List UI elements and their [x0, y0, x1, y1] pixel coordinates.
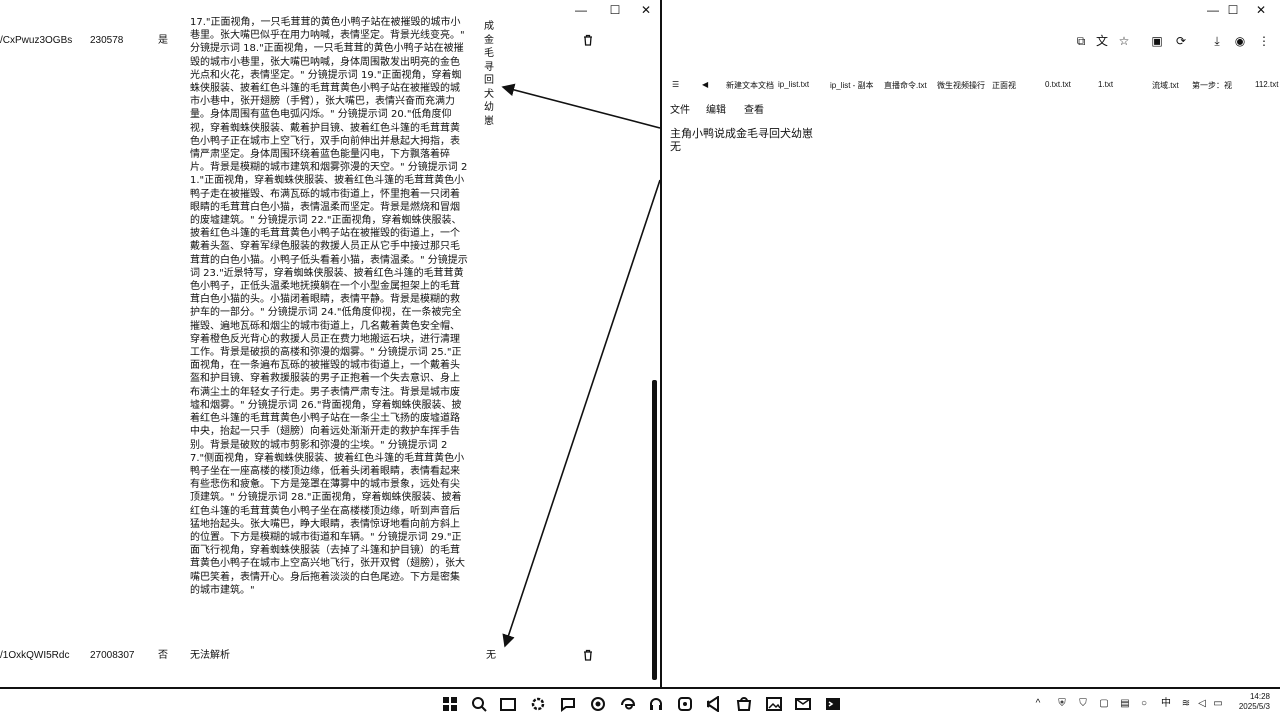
tab-menu-icon[interactable]: ☰	[672, 80, 680, 89]
vertical-char: 犬	[484, 88, 494, 100]
row-1-flag: 是	[158, 35, 168, 46]
ime-zh-icon[interactable]: 中	[1161, 698, 1171, 709]
row-2-content: 无法解析	[190, 650, 230, 661]
edge-icon[interactable]	[620, 696, 636, 712]
more-icon[interactable]: ⋮	[1258, 34, 1270, 48]
minimize-button[interactable]: —	[575, 3, 587, 17]
row-1-vertical-label: 成金毛寻回犬幼崽	[484, 20, 496, 128]
vertical-char: 毛	[484, 48, 494, 59]
volume-icon[interactable]: ◁	[1198, 698, 1206, 709]
windows-icon[interactable]	[442, 696, 458, 712]
annotation-arrows	[501, 83, 661, 648]
row-1-delete-icon[interactable]	[582, 34, 594, 46]
close-button[interactable]: ✕	[1255, 3, 1267, 17]
tab-scroll-left-icon[interactable]: ◀	[702, 80, 709, 89]
translate-icon[interactable]: 文	[1095, 34, 1108, 48]
tab[interactable]: 第一步：视	[1192, 81, 1232, 90]
circle-icon[interactable]: ○	[1140, 698, 1148, 709]
row-2-vertical-label: 无	[486, 650, 496, 661]
vertical-char: 金	[484, 34, 494, 46]
vertical-char: 成	[484, 21, 494, 32]
store-icon[interactable]	[736, 696, 752, 712]
row-2-id[interactable]: /1OxkQWI5Rdc	[0, 650, 70, 661]
vertical-char: 幼	[484, 102, 494, 113]
chat-icon[interactable]	[560, 696, 576, 712]
row-2-number: 27008307	[90, 650, 135, 661]
tab[interactable]: 1.txt	[1098, 80, 1114, 89]
maximize-button[interactable]: ☐	[609, 3, 621, 17]
editor-line: 主角小鸭说成金毛寻回犬幼崽	[670, 128, 813, 140]
tab[interactable]: 112.txt	[1255, 80, 1279, 89]
row-1-number: 230578	[90, 35, 124, 46]
network-app-icon[interactable]: ▢	[1099, 698, 1109, 709]
menu-view[interactable]: 查看	[744, 105, 764, 116]
tab[interactable]: 微生视频操行	[937, 81, 985, 90]
maximize-button[interactable]: ☐	[1227, 3, 1239, 17]
tab[interactable]: 0.txt.txt	[1045, 80, 1071, 89]
minimize-button[interactable]: —	[1207, 3, 1219, 17]
editor-line: 无	[670, 141, 681, 153]
chrome-icon[interactable]	[590, 696, 606, 712]
account-icon[interactable]: ◉	[1234, 34, 1246, 48]
file-explorer-icon[interactable]	[500, 696, 516, 712]
menu-edit[interactable]: 编辑	[706, 105, 726, 116]
menu-file[interactable]: 文件	[670, 105, 690, 116]
system-clock[interactable]: 14:28 2025/5/3	[1239, 692, 1270, 712]
vscode-icon[interactable]	[706, 696, 722, 712]
terminal-icon[interactable]	[825, 696, 841, 712]
taskbar: ^ ⛨ ⛉ ▢ ▤ ○ 中 ≋ ◁ ▭ 14:28 2025/5/3	[0, 687, 1280, 720]
tab[interactable]: 直播命令.txt	[884, 81, 927, 90]
tab[interactable]: 新建文本文档	[726, 81, 774, 90]
screenshot-icon[interactable]: ⧉	[1076, 34, 1086, 48]
tab[interactable]: ip_list.txt	[778, 80, 810, 89]
save-icon[interactable]: ▣	[1151, 34, 1163, 48]
window-divider[interactable]	[660, 0, 662, 687]
tab-strip: ☰ ◀ 新建文本文档 ip_list.txt ip_list - 副本 直播命令…	[662, 76, 1280, 92]
headset-icon[interactable]	[648, 696, 664, 712]
row-1-prompt-text: 17."正面视角，一只毛茸茸的黄色小鸭子站在被摧毁的城市小巷里。张大嘴巴似乎在用…	[190, 17, 468, 596]
row-1-id[interactable]: /CxPwuz3OGBs	[0, 35, 73, 46]
photo-icon[interactable]	[766, 696, 782, 712]
clock-date: 2025/5/3	[1238, 702, 1270, 711]
close-button[interactable]: ✕	[640, 3, 652, 17]
vertical-char: 寻	[484, 61, 494, 73]
battery-icon[interactable]: ▭	[1213, 698, 1223, 709]
refresh-icon[interactable]: ⟳	[1175, 34, 1187, 48]
tab[interactable]: 正面视	[992, 81, 1016, 90]
mail-icon[interactable]	[795, 696, 811, 712]
vertical-char: 回	[484, 75, 494, 86]
app-icon[interactable]	[677, 696, 693, 712]
chevron-up-icon[interactable]: ^	[1035, 698, 1041, 709]
star-icon[interactable]: ☆	[1118, 34, 1130, 48]
scrollbar-thumb[interactable]	[652, 380, 657, 680]
security-icon[interactable]: ⛉	[1079, 698, 1087, 709]
download-icon[interactable]: ⤓	[1214, 34, 1220, 48]
editor-content[interactable]: 主角小鸭说成金毛寻回犬幼崽 无	[670, 128, 813, 154]
row-2-delete-icon[interactable]	[582, 649, 594, 661]
media-icon[interactable]: ▤	[1120, 698, 1130, 709]
tab[interactable]: 流域.txt	[1152, 81, 1179, 90]
wifi-icon[interactable]: ≋	[1181, 698, 1191, 709]
row-2-flag: 否	[158, 650, 168, 661]
right-window: — ☐ ✕ ⧉ 文 ☆ ▣ ⟳ ⤓ ◉ ⋮ ☰ ◀ 新建文本文档 ip_list…	[662, 0, 1280, 687]
search-icon[interactable]	[471, 696, 487, 712]
settings-icon[interactable]	[530, 696, 546, 712]
left-window: — ☐ ✕ /CxPwuz3OGBs 230578 是 17."正面视角，一只毛…	[0, 0, 660, 687]
shield-icon[interactable]: ⛨	[1058, 698, 1066, 709]
vertical-char: 崽	[484, 115, 494, 127]
clock-time: 14:28	[1249, 692, 1270, 701]
tab[interactable]: ip_list - 副本	[830, 81, 874, 90]
